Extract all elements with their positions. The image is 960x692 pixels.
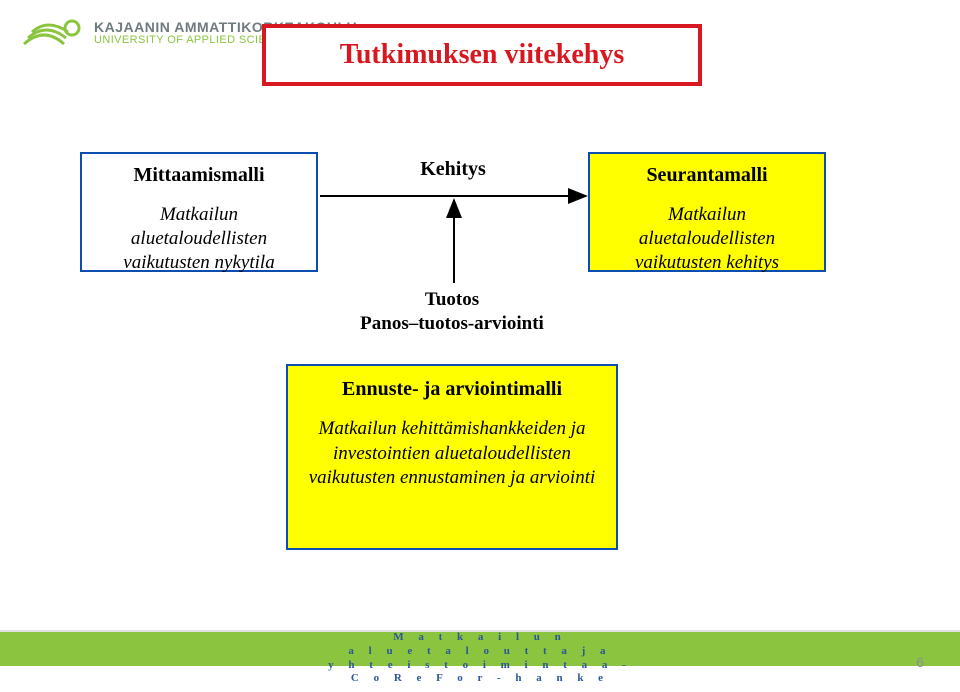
box-right-header: Seurantamalli xyxy=(598,164,816,187)
label-tuotos-line2: Panos–tuotos-arviointi xyxy=(336,312,568,336)
label-kehitys: Kehitys xyxy=(398,158,508,181)
footer-line3: y h t e i s t o i m i n t a a - xyxy=(0,659,960,673)
title-box: Tutkimuksen viitekehys xyxy=(262,24,702,86)
footer-text: M a t k a i l u n a l u e t a l o u t t … xyxy=(0,631,960,686)
box-seurantamalli: Seurantamalli Matkailun aluetaloudellist… xyxy=(588,152,826,272)
box-left-body: Matkailun aluetaloudellisten vaikutusten… xyxy=(90,203,308,274)
arrows-layer xyxy=(0,0,960,692)
footer-line2: a l u e t a l o u t t a j a xyxy=(0,645,960,659)
box-right-body: Matkailun aluetaloudellisten vaikutusten… xyxy=(598,203,816,274)
page-title: Tutkimuksen viitekehys xyxy=(340,39,625,71)
box-ennuste: Ennuste- ja arviointimalli Matkailun keh… xyxy=(286,364,618,550)
label-tuotos: Tuotos Panos–tuotos-arviointi xyxy=(336,288,568,336)
box-bottom-body: Matkailun kehittämishankkeiden ja invest… xyxy=(298,417,606,491)
box-mittaamismalli: Mittaamismalli Matkailun aluetaloudellis… xyxy=(80,152,318,272)
footer-line1: M a t k a i l u n xyxy=(0,631,960,645)
box-bottom-header: Ennuste- ja arviointimalli xyxy=(298,378,606,401)
page-number: 6 xyxy=(916,654,924,670)
box-left-header: Mittaamismalli xyxy=(90,164,308,187)
slide: KAJAANIN AMMATTIKORKEAKOULU UNIVERSITY O… xyxy=(0,0,960,692)
logo-mark-icon xyxy=(20,14,84,52)
footer-line4: C o R e F o r - h a n k e xyxy=(0,672,960,686)
label-tuotos-line1: Tuotos xyxy=(336,288,568,312)
